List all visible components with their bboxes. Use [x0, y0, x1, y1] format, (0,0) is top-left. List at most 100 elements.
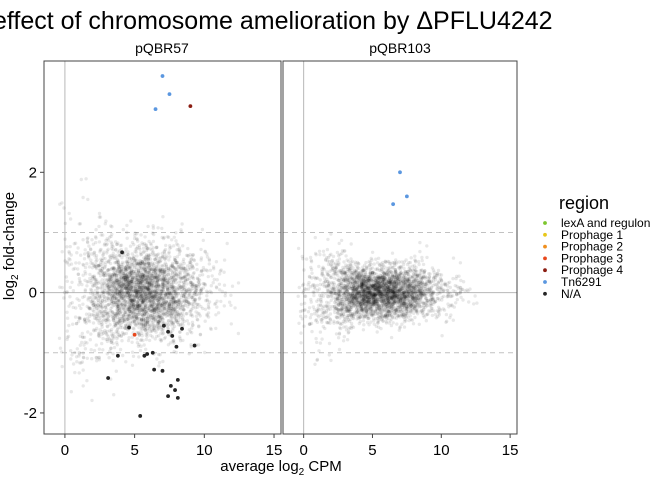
background-point: [146, 289, 150, 293]
background-point: [102, 243, 107, 247]
background-point: [162, 313, 166, 317]
background-point: [160, 303, 164, 308]
background-point: [76, 267, 80, 271]
background-point: [143, 322, 148, 327]
background-point: [65, 335, 70, 339]
background-point: [187, 301, 191, 305]
background-point: [158, 296, 162, 300]
background-point: [120, 273, 124, 277]
background-point: [83, 288, 88, 292]
background-point: [95, 311, 99, 315]
background-point: [133, 306, 137, 310]
background-point: [98, 316, 102, 320]
background-point: [113, 313, 118, 317]
background-point: [307, 280, 311, 285]
background-point: [57, 336, 62, 340]
background-point: [157, 316, 161, 320]
background-point: [155, 287, 159, 291]
background-point: [190, 314, 195, 318]
background-point: [152, 302, 157, 306]
background-point: [318, 278, 322, 282]
background-point: [178, 339, 183, 343]
background-point: [315, 340, 319, 345]
background-point: [147, 283, 151, 287]
background-point: [86, 240, 90, 245]
background-point: [123, 266, 128, 271]
background-point: [123, 298, 127, 303]
background-point: [148, 298, 152, 303]
background-point: [130, 299, 134, 303]
background-point: [191, 302, 195, 307]
background-point: [130, 284, 135, 288]
background-point: [165, 301, 169, 305]
background-point: [137, 333, 141, 338]
background-point: [103, 242, 107, 246]
background-point: [167, 332, 171, 337]
background-point: [107, 356, 111, 360]
background-point: [111, 287, 116, 291]
background-point: [101, 233, 105, 237]
background-point: [107, 285, 111, 289]
background-point: [314, 253, 318, 257]
background-point: [219, 299, 223, 304]
background-point: [171, 280, 176, 285]
background-point: [147, 295, 151, 300]
background-point: [105, 291, 109, 295]
background-point: [142, 262, 146, 266]
background-point: [144, 310, 148, 314]
background-point: [146, 316, 150, 320]
background-point: [134, 278, 138, 282]
background-point: [139, 325, 144, 330]
background-point: [124, 360, 128, 364]
background-point: [160, 268, 165, 272]
background-point: [142, 262, 146, 266]
background-point: [145, 296, 149, 300]
background-point: [130, 316, 134, 320]
background-point: [128, 273, 133, 277]
background-point: [86, 298, 90, 302]
background-point: [197, 324, 201, 328]
background-point: [402, 266, 406, 271]
background-point: [90, 288, 94, 292]
background-point: [166, 295, 171, 300]
background-point: [172, 349, 176, 354]
background-point: [174, 239, 178, 243]
background-point: [140, 309, 144, 313]
background-point: [128, 289, 132, 293]
background-point: [161, 321, 165, 325]
background-point: [118, 270, 122, 274]
background-point: [95, 312, 99, 316]
background-point: [121, 227, 126, 232]
background-point: [129, 301, 133, 305]
background-point: [197, 278, 202, 283]
background-point: [160, 292, 164, 296]
background-point: [125, 276, 129, 280]
background-point: [103, 256, 107, 261]
background-point: [142, 267, 146, 271]
background-point: [137, 299, 141, 303]
background-point: [139, 316, 143, 320]
background-point: [189, 345, 193, 349]
background-point: [119, 268, 124, 273]
background-point: [152, 261, 157, 266]
background-point: [110, 273, 115, 277]
background-point: [227, 300, 232, 304]
background-point: [133, 278, 137, 283]
background-point: [120, 292, 125, 296]
background-point: [129, 285, 134, 290]
background-point: [171, 270, 175, 274]
background-point: [160, 251, 164, 255]
background-point: [100, 258, 104, 263]
background-point: [199, 247, 203, 252]
background-point: [154, 264, 159, 268]
background-point: [139, 272, 144, 277]
background-point: [154, 245, 159, 249]
background-point: [97, 331, 102, 335]
background-point: [161, 289, 165, 293]
background-point: [148, 281, 152, 286]
background-point: [115, 327, 120, 332]
background-point: [182, 295, 186, 299]
background-point: [100, 329, 105, 334]
background-point: [128, 276, 133, 280]
